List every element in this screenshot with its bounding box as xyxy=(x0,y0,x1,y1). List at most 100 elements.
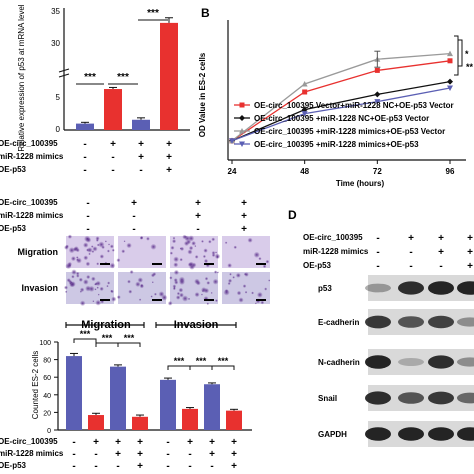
panel-d-blot-band xyxy=(365,391,391,405)
panel-d-blot-band xyxy=(457,392,474,404)
panel-d-blot-band xyxy=(365,355,391,369)
panel-b-xtick-label: 48 xyxy=(300,167,309,176)
panel-c-cell xyxy=(200,287,207,293)
panel-d-blot-band xyxy=(398,392,424,404)
panel-c-condition-mark: + xyxy=(231,437,237,448)
panel-d-blot-band xyxy=(398,316,424,328)
panel-c-cell xyxy=(64,290,68,294)
panel-c-condition-mark: + xyxy=(137,461,143,472)
panel-d-header-mark: - xyxy=(376,233,379,244)
panel-c-cell xyxy=(129,270,134,274)
panel-c-sig-label: *** xyxy=(196,356,207,366)
panel-b-point xyxy=(374,67,380,73)
panel-b-xtick-label: 72 xyxy=(373,167,382,176)
panel-c-condition-mark: + xyxy=(137,437,143,448)
panel-c-cell xyxy=(236,290,242,296)
panel-c-cell xyxy=(184,235,188,239)
panel-d-header-label: miR-1228 mimics xyxy=(303,247,369,256)
panel-d-blot-band xyxy=(457,281,474,295)
panel-c-ytick-label: 80 xyxy=(43,358,51,365)
panel-c-cell xyxy=(135,281,141,288)
panel-c-cell xyxy=(64,245,69,250)
panel-c-cell xyxy=(85,237,92,243)
panel-d-header-mark: + xyxy=(467,261,473,272)
panel-c-cell xyxy=(258,257,262,261)
panel-c-cell xyxy=(85,285,92,292)
panel-c-cell xyxy=(173,256,179,263)
panel-b-series-line xyxy=(231,60,451,142)
panel-a-sig-label: *** xyxy=(117,72,129,83)
panel-a-ytick: 35 xyxy=(51,7,60,16)
panel-c-micrograph xyxy=(222,236,270,268)
panel-c-cell xyxy=(179,258,183,262)
panel-d-header-label: OE-circ_100395 xyxy=(303,233,363,242)
panel-b-point xyxy=(374,91,381,98)
panel-d-blot-band xyxy=(428,315,454,329)
panel-d-blot-label: N-cadherin xyxy=(318,358,360,367)
panel-c-sig-bracket xyxy=(95,342,119,347)
panel-c-bar xyxy=(66,356,82,430)
panel-c-sig-bracket xyxy=(211,365,235,370)
panel-c-group-label: Invasion xyxy=(174,319,219,331)
panel-c-cell xyxy=(86,274,91,280)
panel-c-cell xyxy=(86,248,90,252)
panel-d-blot-band xyxy=(457,427,474,441)
panel-c-condition-mark: + xyxy=(209,437,215,448)
panel-c-condition-mark: + xyxy=(231,461,237,472)
panel-c-cell xyxy=(206,281,211,285)
panel-a-row-label: miR-1228 mimics xyxy=(0,152,64,161)
panel-c-header-mark: - xyxy=(132,211,135,222)
panel-a-ytick: 0 xyxy=(56,125,61,134)
panel-c-condition-mark: + xyxy=(115,437,121,448)
panel-c-cell xyxy=(191,240,197,246)
panel-c-condition-mark: - xyxy=(94,461,97,472)
panel-c-cell xyxy=(110,289,113,293)
panel-c-cell xyxy=(83,242,89,248)
panel-c-row-label: miR-1228 mimics xyxy=(0,449,64,458)
panel-c-cell xyxy=(76,257,82,264)
panel-d-blot-band xyxy=(428,281,454,295)
panel-c-cell xyxy=(158,291,165,298)
panel-a-axis-break-mark xyxy=(58,73,70,78)
panel-c-cell xyxy=(211,253,216,258)
panel-c-header-mark: - xyxy=(132,224,135,235)
panel-d-blot-band xyxy=(398,358,424,366)
panel-c-cell xyxy=(235,272,241,278)
panel-d-header-mark: - xyxy=(409,247,412,258)
panel-c-condition-mark: + xyxy=(137,449,143,460)
panel-c-cell xyxy=(92,246,98,252)
panel-c-cell xyxy=(172,239,177,244)
panel-c-cell xyxy=(79,290,83,293)
panel-c-header-mark: + xyxy=(195,198,201,209)
panel-d-blot-label: E-cadherin xyxy=(318,318,359,327)
panel-c-image-row-label: Invasion xyxy=(21,283,58,293)
panel-c-cell xyxy=(76,274,80,278)
panel-a-ytick: 5 xyxy=(56,93,61,102)
panel-a-condition-mark: - xyxy=(139,165,142,176)
panel-c-cell xyxy=(243,272,247,276)
panel-a-condition-mark: - xyxy=(111,152,114,163)
panel-c-cell xyxy=(109,244,114,249)
panel-d-blot-label: p53 xyxy=(318,284,332,293)
panel-c-condition-mark: + xyxy=(231,449,237,460)
panel-d-blot-band xyxy=(365,427,391,441)
panel-a-condition-mark: - xyxy=(83,165,86,176)
panel-c-cell xyxy=(83,279,89,285)
panel-b-sig-bracket xyxy=(458,39,463,67)
panel-c-cell xyxy=(167,300,173,306)
panel-c-condition-mark: - xyxy=(166,449,169,460)
panel-a-condition-mark: - xyxy=(111,165,114,176)
panel-c-cell xyxy=(173,269,180,276)
panel-c-cell xyxy=(238,297,244,303)
panel-b-point xyxy=(229,138,235,144)
panel-d-blot-label: Snail xyxy=(318,394,337,403)
panel-d-header-label: OE-p53 xyxy=(303,261,332,270)
panel-a-condition-mark: - xyxy=(83,139,86,150)
panel-d-blot-label: GAPDH xyxy=(318,430,347,439)
panel-c-sig-label: *** xyxy=(102,333,113,343)
panel-c-cell xyxy=(178,278,186,285)
panel-c-condition-mark: - xyxy=(72,437,75,448)
panel-c-group-label: Migration xyxy=(81,319,131,331)
panel-c-condition-mark: - xyxy=(94,449,97,460)
